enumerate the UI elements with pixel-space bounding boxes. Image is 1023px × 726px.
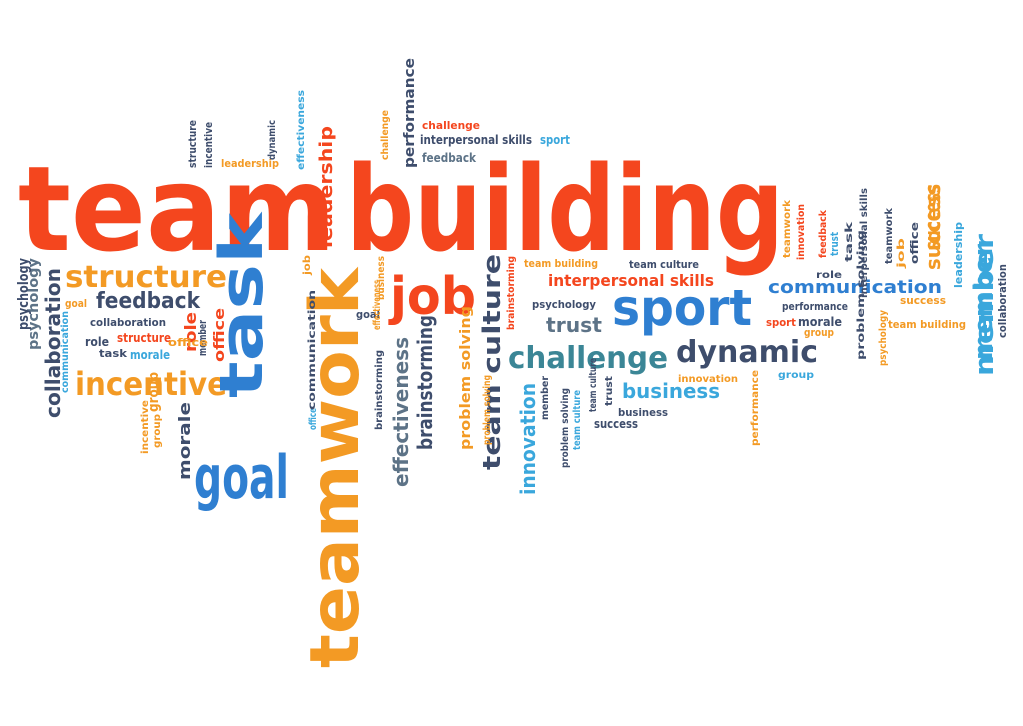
cloud-word: feedback [818,210,829,258]
cloud-word: goal [65,297,87,310]
cloud-word: communication [307,290,318,410]
cloud-word: group [152,414,163,448]
cloud-word: challenge [380,110,391,160]
cloud-word: psychology [26,258,42,350]
cloud-word: innovation [516,383,540,495]
headline-word-team: team [18,140,336,278]
cloud-word: role [816,270,842,281]
cloud-word: innovation [678,374,738,385]
cloud-word: collaboration [996,264,1009,338]
cloud-word: morale [798,315,842,329]
cloud-word: leadership [316,126,337,248]
cloud-word: business [618,406,668,419]
cloud-word: problem solving [856,230,867,360]
cloud-word: office [908,222,921,264]
cloud-word: effectiveness [372,280,383,330]
cloud-word: role [181,312,200,352]
cloud-word: structure [117,331,171,345]
cloud-word: performance [750,370,761,446]
cloud-word: task [99,347,128,360]
cloud-word: teamwork [296,266,375,668]
cloud-word: interpersonal skills [548,271,714,290]
cloud-word: team culture [629,258,699,271]
cloud-word: interpersonal skills [859,188,870,298]
cloud-word: member [540,376,551,420]
cloud-word: structure [186,120,199,168]
cloud-word: challenge [508,341,668,376]
cloud-word: dynamic [676,335,818,370]
cloud-word: team building [524,257,598,270]
cloud-word: morale [130,348,170,362]
cloud-word: group [146,372,162,412]
cloud-word: effectiveness [296,90,307,170]
cloud-word: office [308,408,319,430]
cloud-word: performance [782,300,848,313]
cloud-word: collaboration [41,268,65,418]
cloud-word: interpersonal skills [420,133,532,147]
cloud-word: feedback [422,151,477,165]
cloud-word: goal [356,308,380,321]
cloud-word: incentive [140,400,151,454]
cloud-word: business [622,379,720,403]
cloud-word: communication [60,311,71,393]
cloud-word: psychology [878,310,889,366]
cloud-word: task [207,210,277,398]
cloud-word: structure [65,260,227,295]
cloud-word: team culture [572,390,583,450]
cloud-word: role [85,335,109,349]
cloud-word: brainstorming [506,256,517,330]
cloud-word: sport [540,133,570,147]
cloud-word: trust [546,313,602,337]
cloud-word: dynamic [267,120,278,160]
cloud-word: group [778,370,814,381]
cloud-word: effectiveness [389,337,413,487]
cloud-word: teamwork [782,200,793,258]
cloud-word: trust [604,376,615,406]
cloud-word: morale [175,402,194,480]
cloud-word: brainstorming [374,350,385,430]
cloud-word: problem solving [560,388,571,468]
cloud-word: success [921,184,945,270]
cloud-word: brainstorming [413,315,437,450]
cloud-word: job [388,267,476,327]
cloud-word: goal [194,443,289,513]
cloud-word: sport [612,279,752,337]
cloud-word: success [594,417,638,431]
cloud-word: business [376,256,387,300]
cloud-word: member [970,234,1000,376]
cloud-word: team culture [478,254,506,470]
cloud-word: success [921,184,946,250]
cloud-word: challenge [422,119,480,132]
cloud-word: team building [888,318,966,331]
cloud-word: task [844,221,855,262]
cloud-word: office [168,336,208,349]
headline-word-building: building [346,140,784,278]
cloud-word: leadership [952,222,965,288]
cloud-word: psychology [532,298,596,311]
cloud-word: office [212,308,228,362]
cloud-word: trust [828,232,841,256]
cloud-word: incentive [202,122,215,168]
cloud-word: success [900,294,946,307]
cloud-word: innovation [796,204,807,260]
cloud-word: incentive [75,365,227,403]
cloud-word: leadership [221,157,279,170]
cloud-word: performance [402,58,418,168]
cloud-word: teamwork [884,208,895,264]
cloud-word: member [196,320,209,356]
cloud-word: job [896,238,907,270]
cloud-word: collaboration [90,316,166,329]
cloud-word: communication [768,277,942,298]
cloud-word: problem solving [482,375,493,445]
cloud-word: sport [766,316,796,329]
cloud-word: problem solving [458,306,474,450]
cloud-word: job [302,255,313,276]
cloud-word: team culture [588,358,599,412]
cloud-word: member [969,244,999,360]
cloud-word: group [804,326,834,339]
cloud-word: feedback [96,289,201,314]
cloud-word: psychology [16,258,32,330]
